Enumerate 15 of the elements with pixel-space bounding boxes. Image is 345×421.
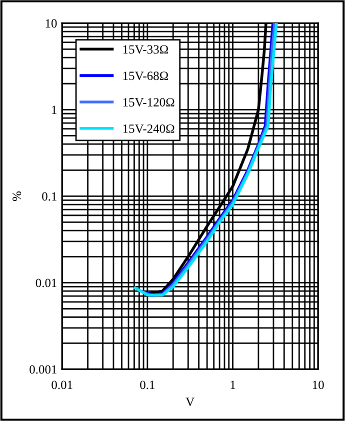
y-tick-label: 10 bbox=[46, 19, 57, 28]
legend-label: 15V-240Ω bbox=[123, 124, 174, 133]
y-tick-label: 1 bbox=[52, 106, 56, 114]
x-tick-label: 10 bbox=[312, 380, 324, 390]
x-axis-title: V bbox=[186, 398, 194, 406]
legend-label: 15V-68Ω bbox=[123, 72, 168, 80]
y-tick-label: 0.001 bbox=[30, 365, 56, 374]
legend-label: 15V-120Ω bbox=[123, 98, 174, 107]
y-tick-label: 0.1 bbox=[42, 192, 56, 201]
x-tick-label: 0.1 bbox=[140, 380, 154, 390]
y-tick-label: 0.01 bbox=[36, 278, 56, 288]
y-axis-title: % bbox=[12, 191, 22, 201]
x-tick-label: 1 bbox=[230, 380, 236, 389]
legend-label: 15V-33Ω bbox=[123, 45, 168, 54]
x-tick-label: 0.01 bbox=[52, 380, 72, 390]
